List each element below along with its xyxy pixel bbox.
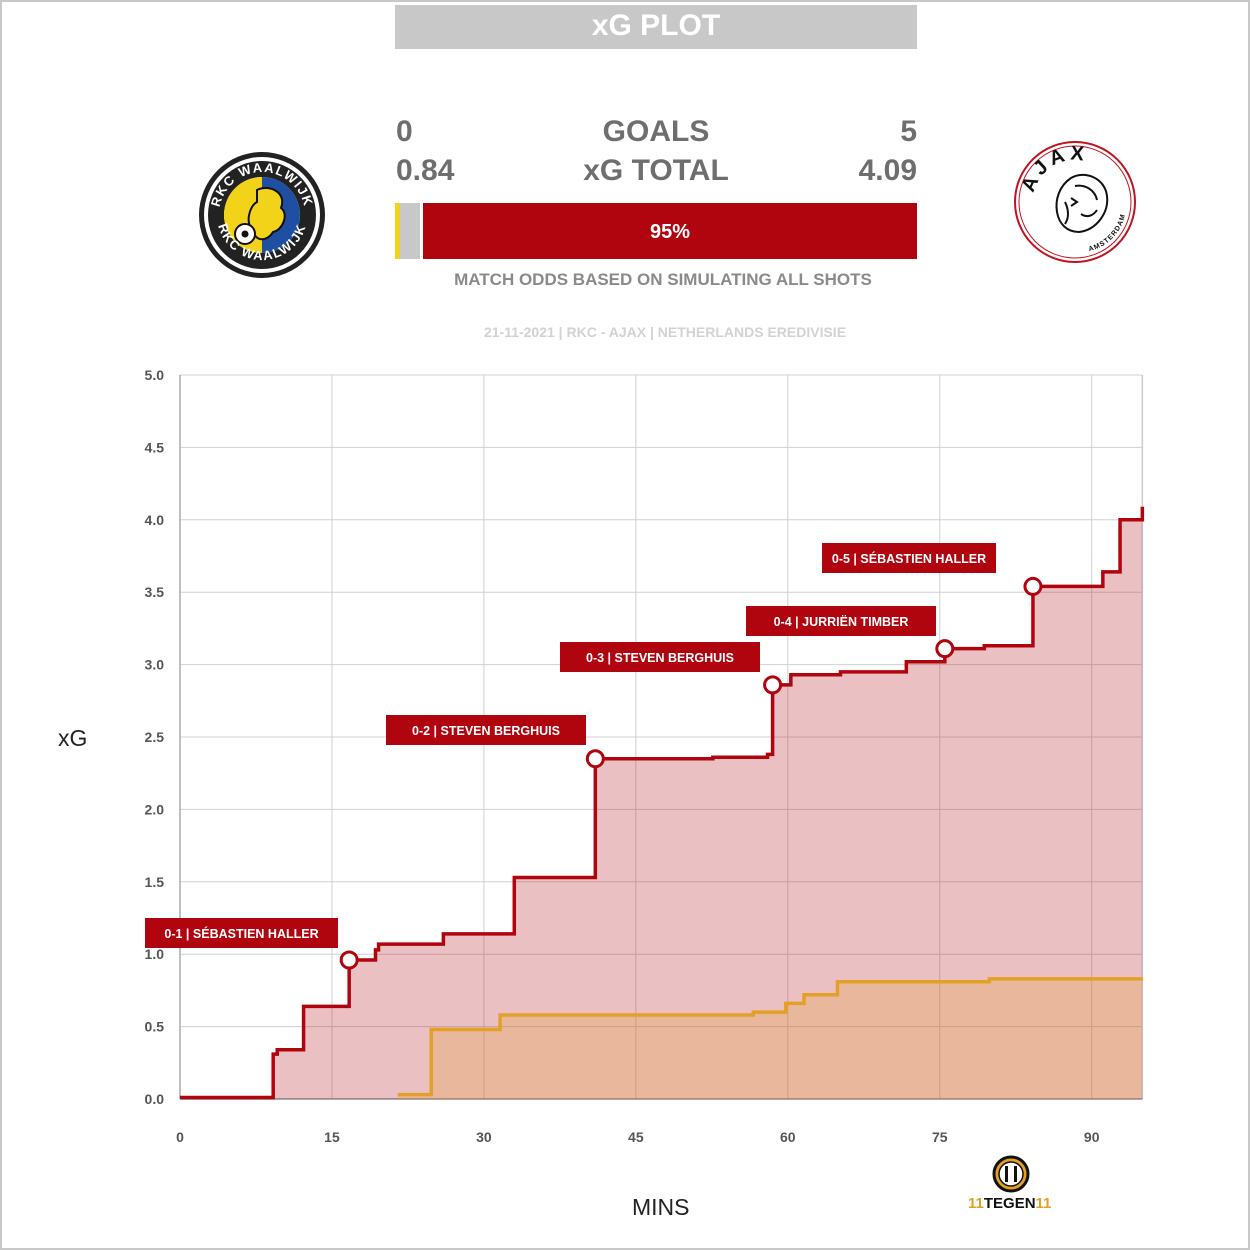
- away-xg-total: 4.09: [858, 154, 917, 187]
- goal-annotation-box: [386, 715, 586, 745]
- goal-annotation-box: [822, 543, 996, 573]
- goal-annotation-label: 0-4 | JURRIËN TIMBER: [774, 614, 909, 629]
- goal-annotation-box: [145, 918, 338, 948]
- y-tick-label: 4.0: [145, 512, 165, 528]
- goal-annotation-box: [560, 642, 760, 672]
- away-xg-area: [180, 506, 1143, 1099]
- y-tick-label: 4.5: [145, 439, 165, 455]
- y-tick-label: 1.5: [145, 874, 165, 890]
- y-tick-label: 2.5: [145, 729, 165, 745]
- y-tick-label: 2.0: [145, 801, 165, 817]
- x-tick-label: 90: [1084, 1129, 1100, 1145]
- y-tick-label: 3.0: [145, 657, 165, 673]
- x-tick-label: 45: [628, 1129, 644, 1145]
- goal-marker: [1023, 576, 1043, 596]
- page-title: xG PLOT: [395, 5, 917, 49]
- home-goals: 0: [396, 115, 413, 148]
- home-win-segment: [395, 203, 400, 259]
- y-axis-title: xG: [58, 725, 88, 751]
- match-info: 21-11-2021 | RKC - AJAX | NETHERLANDS ER…: [483, 324, 847, 340]
- brand-text-mid: TEGEN: [983, 1195, 1036, 1212]
- away-goals: 5: [900, 115, 917, 148]
- brand-text-right: 11: [1035, 1195, 1052, 1212]
- y-tick-label: 3.5: [145, 584, 165, 600]
- away-xg-line: [180, 506, 1145, 1100]
- y-tick-label: 5.0: [145, 367, 165, 383]
- goal-annotation-label: 0-3 | STEVEN BERGHUIS: [586, 651, 734, 665]
- x-tick-label: 75: [932, 1129, 948, 1145]
- goals-label: GOALS: [602, 115, 710, 148]
- away-team-logo: AJAX AMSTERDAM: [1013, 140, 1138, 265]
- brand-logo: 11TEGEN11: [962, 1155, 1062, 1215]
- home-xg-total: 0.84: [396, 154, 455, 187]
- goal-annotation-label: 0-5 | SÉBASTIEN HALLER: [832, 551, 986, 566]
- goal-marker: [935, 639, 955, 659]
- goal-annotation-box: [746, 606, 936, 636]
- match-odds-bar: 95%: [395, 203, 917, 259]
- draw-segment: [400, 203, 420, 259]
- odds-caption: MATCH ODDS BASED ON SIMULATING ALL SHOTS: [454, 270, 872, 289]
- x-tick-label: 15: [324, 1129, 340, 1145]
- x-tick-label: 0: [176, 1129, 184, 1145]
- goal-annotation-label: 0-2 | STEVEN BERGHUIS: [412, 724, 560, 738]
- y-tick-label: 0.5: [145, 1019, 165, 1035]
- goal-marker: [585, 749, 605, 769]
- xg-total-label: xG TOTAL: [583, 154, 729, 187]
- y-tick-label: 0.0: [145, 1091, 165, 1107]
- brand-text-left: 11: [968, 1195, 984, 1212]
- away-win-label: 95%: [649, 221, 691, 243]
- goal-marker: [339, 950, 359, 970]
- goal-annotation-label: 0-1 | SÉBASTIEN HALLER: [164, 926, 318, 941]
- away-win-segment: [423, 203, 917, 259]
- home-xg-line: [397, 977, 1144, 1097]
- x-tick-label: 30: [476, 1129, 492, 1145]
- x-axis-title: MINS: [632, 1194, 690, 1220]
- home-xg-area: [397, 977, 1142, 1099]
- x-tick-label: 60: [780, 1129, 796, 1145]
- goal-marker: [763, 675, 783, 695]
- y-tick-label: 1.0: [145, 946, 165, 962]
- home-team-logo: RKC WAALWIJK RKC WAALWIJK: [197, 150, 327, 280]
